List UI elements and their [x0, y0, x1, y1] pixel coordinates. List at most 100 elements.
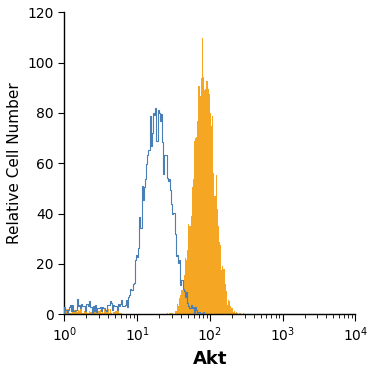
Bar [200, 96, 201, 314]
Bar [202, 38, 203, 314]
Bar [97, 309, 98, 314]
Bar [106, 312, 108, 314]
Bar [194, 141, 195, 314]
Bar [193, 179, 194, 314]
Bar [69, 313, 70, 314]
Bar [196, 137, 197, 314]
Bar [228, 300, 229, 314]
Bar [210, 113, 211, 314]
Bar [204, 90, 205, 314]
Bar [72, 312, 74, 314]
Bar [119, 312, 120, 314]
Bar [232, 312, 234, 314]
Bar [79, 311, 80, 314]
Bar [225, 284, 226, 314]
Bar [180, 295, 182, 314]
Bar [213, 173, 214, 314]
Bar [118, 311, 119, 314]
Bar [184, 275, 185, 314]
Bar [195, 138, 196, 314]
Bar [227, 306, 228, 314]
Bar [76, 310, 77, 314]
Bar [243, 313, 244, 314]
Bar [95, 311, 96, 314]
Bar [229, 301, 230, 314]
Bar [75, 311, 76, 314]
Bar [224, 268, 225, 314]
Bar [117, 311, 118, 314]
Bar [94, 309, 95, 314]
Bar [71, 312, 72, 314]
Bar [78, 310, 79, 314]
Bar [80, 309, 81, 314]
Bar [211, 126, 212, 314]
Bar [169, 312, 170, 314]
Y-axis label: Relative Cell Number: Relative Cell Number [7, 82, 22, 244]
Bar [170, 313, 171, 314]
Bar [205, 89, 206, 314]
Bar [108, 309, 109, 314]
Bar [85, 310, 86, 314]
Bar [222, 266, 224, 314]
Bar [96, 309, 97, 314]
Bar [177, 304, 178, 314]
Bar [178, 306, 179, 314]
Bar [109, 312, 110, 314]
Bar [121, 313, 122, 314]
Bar [64, 310, 65, 314]
Bar [198, 86, 200, 314]
X-axis label: Akt: Akt [193, 350, 227, 368]
Bar [230, 306, 231, 314]
Bar [218, 226, 219, 314]
Bar [77, 312, 78, 314]
Bar [235, 312, 236, 314]
Bar [207, 89, 209, 314]
Bar [81, 309, 82, 314]
Bar [93, 309, 94, 314]
Bar [98, 311, 99, 314]
Bar [221, 270, 222, 314]
Bar [212, 116, 213, 314]
Bar [67, 309, 68, 314]
Bar [209, 94, 210, 314]
Bar [172, 312, 174, 314]
Bar [183, 286, 184, 314]
Bar [111, 313, 112, 314]
Bar [220, 245, 221, 314]
Bar [175, 311, 176, 314]
Bar [190, 216, 192, 314]
Bar [203, 77, 204, 314]
Bar [120, 313, 121, 314]
Bar [192, 187, 193, 314]
Bar [65, 309, 67, 314]
Bar [114, 312, 116, 314]
Bar [187, 250, 188, 314]
Bar [186, 260, 187, 314]
Bar [90, 312, 92, 314]
Bar [239, 313, 240, 314]
Bar [116, 311, 117, 314]
Bar [100, 313, 102, 314]
Bar [201, 78, 202, 314]
Bar [70, 312, 71, 314]
Bar [179, 298, 180, 314]
Bar [88, 312, 89, 314]
Bar [87, 312, 88, 314]
Bar [171, 312, 172, 314]
Bar [236, 312, 237, 314]
Bar [219, 242, 220, 314]
Bar [231, 308, 232, 314]
Bar [105, 310, 106, 314]
Bar [86, 309, 87, 314]
Bar [188, 224, 189, 314]
Bar [68, 309, 69, 314]
Bar [103, 312, 104, 314]
Bar [197, 122, 198, 314]
Bar [82, 312, 84, 314]
Bar [74, 310, 75, 314]
Bar [99, 310, 100, 314]
Bar [237, 313, 238, 314]
Bar [102, 312, 103, 314]
Bar [166, 313, 168, 314]
Bar [104, 309, 105, 314]
